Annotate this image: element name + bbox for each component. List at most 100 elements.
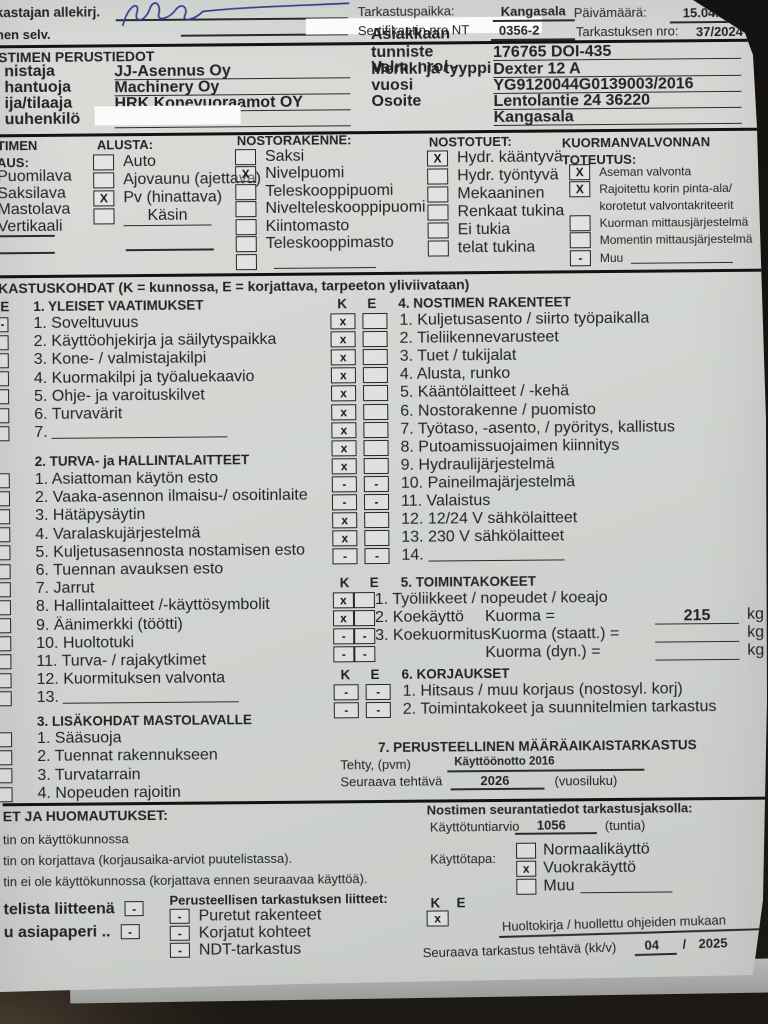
checkbox[interactable] — [0, 425, 10, 442]
checkbox-k[interactable]: - — [331, 476, 357, 493]
checkbox[interactable] — [515, 842, 537, 859]
checkbox-k[interactable]: x — [332, 592, 354, 609]
checkbox[interactable]: - — [169, 925, 190, 942]
checkbox[interactable]: - — [169, 908, 190, 924]
checkbox-k[interactable]: - — [333, 702, 359, 719]
checkbox[interactable] — [0, 691, 12, 707]
checkbox[interactable] — [93, 208, 115, 225]
checkbox[interactable] — [0, 509, 11, 525]
checkbox[interactable] — [235, 218, 257, 235]
checkbox[interactable] — [0, 389, 10, 405]
checkbox[interactable] — [427, 204, 449, 221]
checkbox-k[interactable]: - — [333, 684, 359, 701]
checkbox-e[interactable]: - — [365, 702, 391, 719]
blank-underline[interactable] — [125, 248, 214, 251]
checkbox[interactable] — [0, 786, 13, 802]
field-value[interactable] — [114, 125, 351, 129]
checkbox[interactable]: x — [516, 860, 537, 878]
checkbox[interactable]: - — [120, 924, 140, 940]
checkbox-e[interactable]: - — [363, 475, 389, 493]
checkbox[interactable] — [0, 527, 11, 543]
checkbox[interactable] — [235, 183, 257, 201]
blank-underline[interactable] — [0, 234, 55, 237]
blank-underline[interactable] — [0, 251, 55, 254]
checkbox[interactable]: - — [124, 901, 144, 917]
checkbox[interactable] — [0, 654, 12, 670]
checkbox[interactable]: X — [93, 190, 115, 207]
checkbox-e[interactable] — [364, 511, 390, 529]
checkbox[interactable] — [0, 636, 12, 652]
checkbox[interactable] — [427, 168, 449, 185]
checkbox-k[interactable]: - — [333, 628, 355, 645]
checkbox-e[interactable] — [363, 421, 389, 438]
load-value[interactable] — [655, 658, 740, 661]
checkbox[interactable] — [0, 731, 13, 748]
field-value[interactable]: Kangasala — [494, 108, 742, 127]
checkbox[interactable]: - — [169, 943, 190, 959]
checkbox-e[interactable] — [362, 349, 388, 366]
checkbox[interactable]: - — [569, 249, 591, 266]
checkbox-k[interactable]: x — [332, 530, 358, 547]
checkbox[interactable] — [516, 879, 537, 896]
checkbox[interactable] — [0, 600, 11, 616]
checkbox-k[interactable]: x — [330, 331, 356, 348]
checkbox[interactable] — [0, 563, 11, 579]
checkbox[interactable] — [0, 545, 11, 561]
checkbox-k[interactable]: x — [331, 385, 357, 402]
checkbox-e[interactable] — [363, 403, 389, 420]
checkbox-e[interactable]: - — [363, 493, 390, 511]
checkbox-e[interactable]: - — [365, 683, 391, 701]
checkbox-e[interactable]: - — [354, 628, 376, 645]
checkbox[interactable] — [0, 371, 9, 387]
checkbox-e[interactable]: - — [354, 646, 376, 663]
checkbox[interactable]: X — [235, 166, 257, 183]
checkbox[interactable]: X — [569, 163, 591, 180]
checkbox[interactable] — [427, 186, 449, 203]
field-value[interactable]: 176765 DOI-435 — [493, 43, 742, 62]
checkbox-e[interactable] — [362, 312, 388, 330]
checkbox-k[interactable]: x — [330, 349, 356, 366]
checkbox-e[interactable] — [353, 610, 376, 627]
field-value[interactable]: Dexter 12 A — [493, 59, 742, 78]
checkbox[interactable] — [427, 240, 449, 257]
checkbox[interactable] — [0, 750, 13, 766]
checkbox-e[interactable] — [363, 439, 389, 456]
checkbox[interactable] — [427, 222, 449, 239]
checkbox-e[interactable] — [353, 592, 375, 609]
checkbox[interactable] — [0, 581, 11, 598]
checkbox[interactable] — [0, 472, 10, 489]
checkbox-k[interactable]: x — [331, 457, 357, 475]
checkbox-k[interactable]: x — [331, 439, 357, 457]
hours-value[interactable]: 1056 — [536, 817, 566, 833]
checkbox[interactable]: - — [0, 316, 9, 333]
field-value[interactable]: Lentolantie 24 36220 — [493, 92, 742, 111]
checkbox[interactable] — [0, 407, 10, 423]
checkbox[interactable] — [235, 236, 257, 253]
checkbox[interactable]: X — [569, 180, 591, 198]
checkbox-k[interactable]: - — [332, 548, 358, 565]
checkbox[interactable] — [0, 618, 12, 634]
checkbox-k[interactable]: x — [330, 367, 356, 384]
checkbox[interactable] — [0, 768, 13, 784]
checkbox[interactable] — [0, 335, 9, 351]
checkbox-k[interactable]: x — [332, 512, 358, 529]
checkbox[interactable] — [235, 201, 257, 218]
checkbox-e[interactable] — [363, 385, 389, 402]
checkbox[interactable] — [234, 148, 257, 166]
load-value[interactable] — [760, 596, 767, 597]
next-inspection-month[interactable]: 04 — [644, 937, 660, 953]
checkbox-e[interactable] — [364, 530, 390, 547]
checkbox-k[interactable]: x — [330, 313, 356, 330]
checkbox-e[interactable] — [362, 331, 388, 348]
checkbox-k[interactable]: x — [331, 403, 357, 420]
checkbox-e[interactable] — [363, 457, 389, 474]
checkbox[interactable] — [0, 491, 11, 507]
checkbox[interactable] — [569, 232, 591, 249]
checkbox-service[interactable]: x — [426, 910, 449, 927]
checkbox-k[interactable]: - — [333, 646, 355, 663]
checkbox[interactable] — [0, 353, 9, 369]
checkbox-k[interactable]: x — [331, 421, 357, 439]
checkbox[interactable] — [235, 253, 257, 270]
checkbox[interactable]: X — [426, 150, 449, 167]
load-value[interactable]: 215 — [654, 607, 740, 625]
